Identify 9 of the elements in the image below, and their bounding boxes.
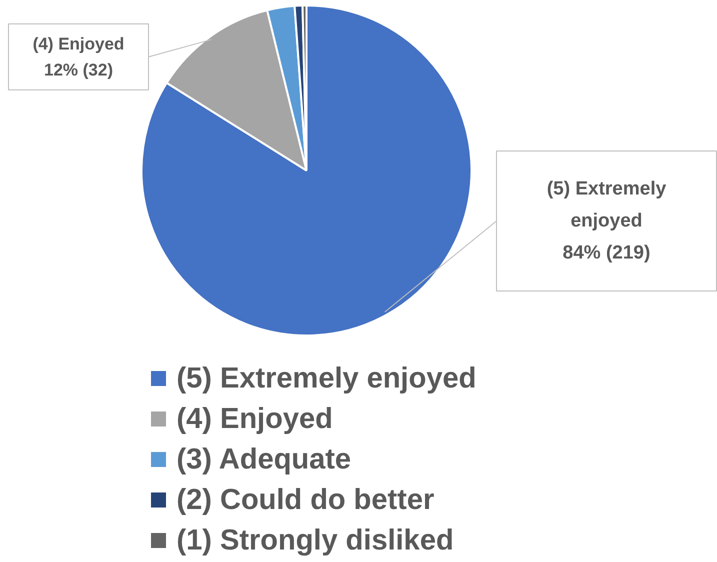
legend-label: (3) Adequate	[176, 444, 352, 476]
data-label: 84% (219)	[562, 242, 650, 264]
slice-label: (4) Enjoyed	[32, 34, 124, 54]
data-label: 12% (32)	[44, 60, 113, 80]
legend-label: (5) Extremely enjoyed	[176, 362, 476, 394]
legend-label: (2) Could do better	[176, 484, 434, 516]
legend-label: (1) Strongly disliked	[176, 524, 454, 556]
slice-label: (5) Extremely enjoyed	[546, 178, 667, 232]
legend-label: (4) Enjoyed	[176, 403, 333, 435]
